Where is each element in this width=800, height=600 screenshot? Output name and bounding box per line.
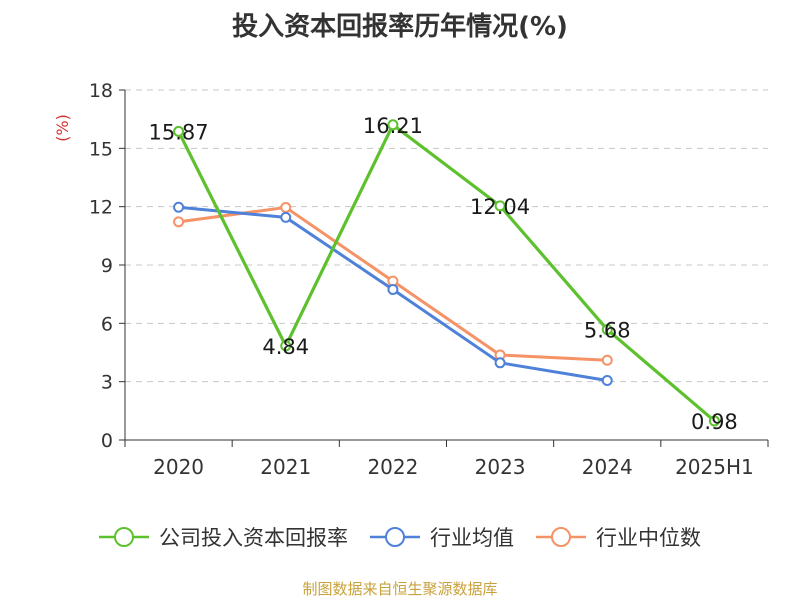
data-point <box>280 340 292 352</box>
y-axis-label: (%) <box>53 114 72 142</box>
legend-label: 公司投入资本回报率 <box>159 526 348 550</box>
legend-item: 行业均值 <box>370 526 514 550</box>
data-label: 16.21 <box>363 114 423 138</box>
legend-marker-icon <box>114 527 134 547</box>
x-tick-label: 2021 <box>260 455 311 479</box>
y-tick-label: 12 <box>89 197 113 219</box>
axis-layer: 0 3 6 9 12 15 18 2020 2021 2022 2023 2024 2025H1 (%) <box>53 80 769 479</box>
data-label: 12.04 <box>470 195 530 219</box>
data-point <box>173 216 185 228</box>
y-tick-label: 18 <box>89 80 113 102</box>
legend-label: 行业中位数 <box>596 526 701 550</box>
legend-marker-icon <box>551 527 571 547</box>
data-point <box>280 201 292 213</box>
data-point <box>494 200 506 212</box>
legend-label: 行业均值 <box>430 526 514 550</box>
source-text: 制图数据来自恒生聚源数据库 <box>302 580 498 598</box>
y-tick-label: 3 <box>101 372 113 394</box>
data-label: 15.87 <box>149 120 209 144</box>
y-tick-label: 9 <box>101 255 113 277</box>
series-layer <box>173 119 720 427</box>
data-label: 4.84 <box>262 335 309 359</box>
legend-item: 公司投入资本回报率 <box>99 526 348 550</box>
y-tick-label: 15 <box>89 138 113 160</box>
data-point <box>601 354 613 366</box>
y-tick-label: 6 <box>101 313 113 335</box>
x-tick-label: 2022 <box>367 455 418 479</box>
data-point <box>494 357 506 369</box>
grid-layer <box>125 89 768 383</box>
data-label: 5.68 <box>584 319 631 343</box>
data-point <box>280 211 292 223</box>
legend: 公司投入资本回报率 行业均值 行业中位数 <box>99 526 701 550</box>
legend-marker-icon <box>385 527 405 547</box>
x-tick-label: 2024 <box>582 455 633 479</box>
x-tick-label: 2020 <box>153 455 204 479</box>
data-point <box>601 375 613 386</box>
data-point <box>173 201 185 213</box>
data-point <box>708 415 720 427</box>
label-layer: 15.87 4.84 16.21 12.04 5.68 0.98 <box>149 114 738 434</box>
chart-title: 投入资本回报率历年情况(%) <box>232 12 568 42</box>
y-tick-label: 0 <box>101 430 113 452</box>
legend-item: 行业中位数 <box>536 526 701 550</box>
x-tick-label: 2025H1 <box>675 455 754 479</box>
data-point <box>601 324 613 336</box>
series-line <box>176 123 717 423</box>
data-point <box>173 125 185 137</box>
data-label: 0.98 <box>691 410 738 434</box>
x-tick-label: 2023 <box>475 455 526 479</box>
data-point <box>387 284 399 295</box>
data-point <box>387 119 399 131</box>
